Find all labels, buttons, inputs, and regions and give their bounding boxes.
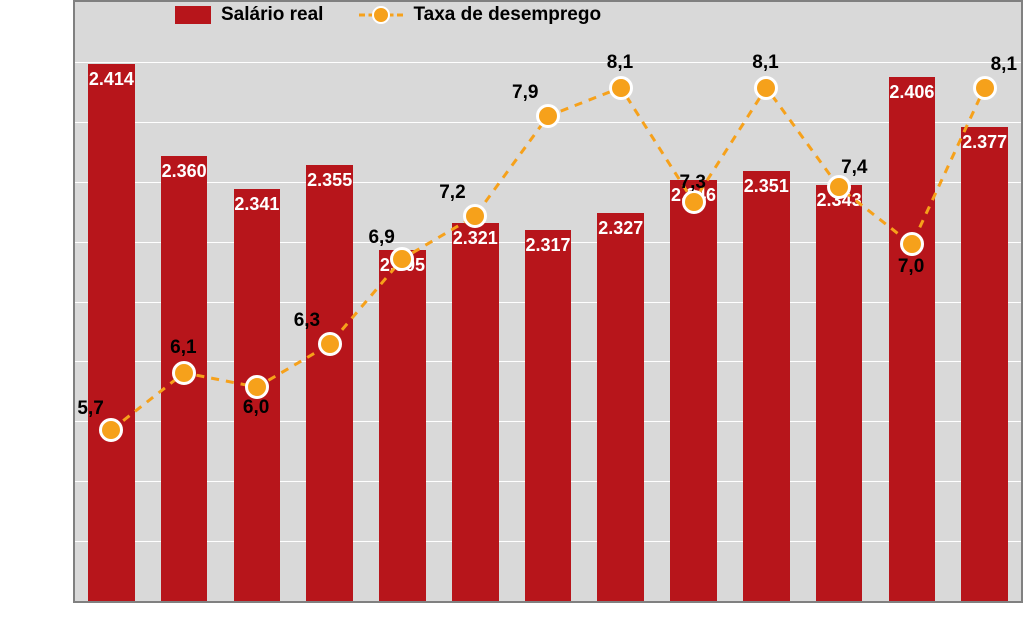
- line-marker: [463, 204, 487, 228]
- line-series: [75, 2, 1021, 601]
- legend-item-line: Taxa de desemprego: [359, 4, 601, 26]
- legend-bar-swatch: [175, 6, 211, 24]
- legend-item-bar: Salário real: [175, 4, 323, 26]
- trend-line: [111, 88, 984, 430]
- line-value-label: 8,1: [752, 52, 778, 74]
- plot-area: 2.4142.3602.3412.3552.3052.3212.3172.327…: [73, 0, 1023, 603]
- line-marker: [99, 418, 123, 442]
- line-value-label: 7,3: [680, 172, 706, 194]
- line-value-label: 7,0: [898, 256, 924, 278]
- line-marker: [536, 104, 560, 128]
- legend: Salário real Taxa de desemprego: [175, 4, 601, 26]
- line-value-label: 7,4: [841, 157, 867, 179]
- legend-line-label: Taxa de desemprego: [413, 4, 601, 26]
- line-value-label: 6,0: [243, 397, 269, 419]
- legend-bar-label: Salário real: [221, 4, 323, 26]
- line-marker: [973, 76, 997, 100]
- line-marker: [245, 375, 269, 399]
- line-marker: [900, 232, 924, 256]
- line-marker: [172, 361, 196, 385]
- line-marker: [754, 76, 778, 100]
- line-value-label: 7,2: [439, 182, 465, 204]
- line-value-label: 6,3: [294, 310, 320, 332]
- line-marker: [609, 76, 633, 100]
- line-value-label: 8,1: [607, 52, 633, 74]
- line-value-label: 5,7: [77, 398, 103, 420]
- line-value-label: 7,9: [512, 82, 538, 104]
- line-value-label: 6,1: [170, 337, 196, 359]
- line-marker: [318, 332, 342, 356]
- line-value-label: 6,9: [368, 227, 394, 249]
- legend-line-swatch: [359, 6, 403, 24]
- line-marker: [390, 247, 414, 271]
- line-value-label: 8,1: [991, 54, 1017, 76]
